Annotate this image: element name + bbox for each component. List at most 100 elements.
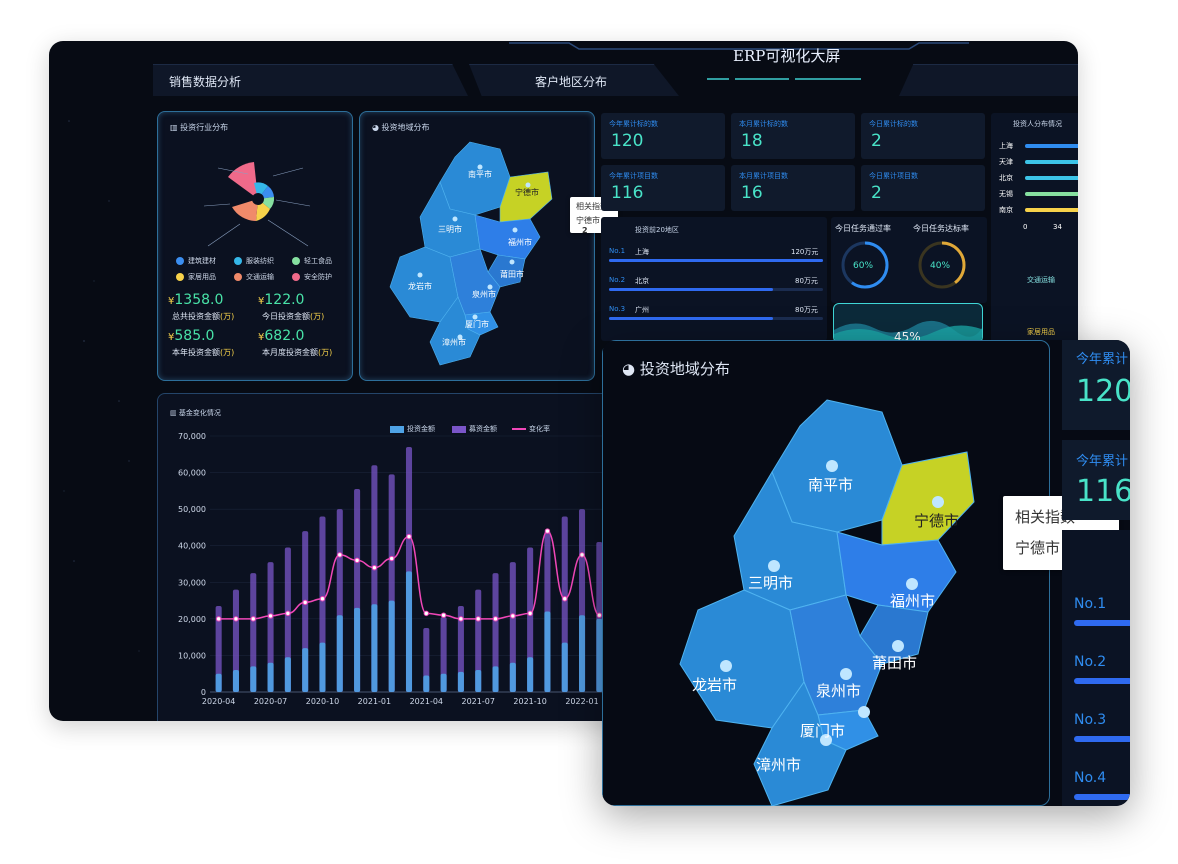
city-label: 南平市 — [808, 476, 853, 494]
y-tick-label: 30,000 — [178, 578, 206, 587]
bar-raise — [215, 606, 222, 692]
legend-item[interactable]: 安全防护 — [292, 272, 332, 282]
fund-chart-panel: ▥ 基金变化情况 投资金额 募资金额 变化率 0 10,000 20,000 30,0… — [157, 393, 617, 721]
rate-point — [285, 610, 291, 617]
kpi-card: 本月累计项目数 16 — [731, 165, 855, 211]
page-title: ERP可视化大屏 — [733, 47, 841, 65]
x-tick-label: 2021-04 — [410, 697, 443, 706]
city-label: 福州市 — [890, 592, 935, 610]
inset-ranking: No.1 No.2 No.3 No.4 — [1062, 530, 1130, 806]
rate-point — [388, 555, 395, 562]
fujian-map[interactable]: 南平市 宁德市 三明市 福州市 莆田市 龙岩市 泉州市 厦门市 漳州市 — [380, 137, 580, 377]
tab-customer-region[interactable]: 客户地区分布 — [469, 64, 679, 96]
tab-label: 销售数据分析 — [169, 75, 242, 89]
rate-point — [371, 564, 378, 571]
panel-title: ◕ 投资地域分布 — [372, 123, 430, 132]
legend-item[interactable]: 建筑建材 — [176, 256, 216, 266]
panel-title: 投资前20地区 — [635, 226, 679, 234]
rate-point — [510, 613, 516, 619]
city-label: 福州市 — [508, 237, 532, 247]
chart-icon: ▥ — [170, 409, 179, 417]
legend-raise[interactable]: 募资金额 — [452, 424, 497, 434]
bar-raise — [527, 547, 534, 692]
bar-invest — [475, 670, 482, 692]
legend-invest[interactable]: 投资金额 — [390, 424, 435, 434]
bar-raise — [440, 617, 447, 692]
legend-item[interactable]: 轻工食品 — [292, 256, 332, 266]
bar-invest — [302, 648, 309, 692]
legend-item[interactable]: 家居用品 — [176, 272, 216, 282]
inset-zoom: ◕ 投资地域分布 南平市 宁德市 三明市 福州市 莆田市 龙岩市 泉州市 厦门市… — [602, 340, 1130, 806]
bar-invest — [319, 642, 326, 692]
city-label: 莆田市 — [500, 269, 524, 279]
y-tick-label: 10,000 — [178, 651, 206, 660]
rate-point — [458, 616, 464, 622]
header-frame — [509, 42, 969, 80]
inset-fujian-map[interactable]: 南平市 宁德市 三明市 福州市 莆田市 龙岩市 泉州市 厦门市 漳州市 — [662, 390, 1022, 806]
chart-icon: ▥ — [170, 123, 181, 132]
bar-raise — [232, 589, 239, 692]
stat-label: 本年投资金额(万) — [172, 348, 235, 357]
tab-sales-analysis[interactable]: 销售数据分析 — [153, 64, 468, 96]
rates-panel: 今日任务通过率 今日任务达标率 60% 40% — [831, 217, 987, 303]
inset-panel-title: ◕ 投资地域分布 — [622, 360, 730, 378]
kpi-card: 今日累计标的数 2 — [861, 113, 985, 159]
fund-bar-line-chart: 0 10,000 20,000 30,000 40,000 50,000 60,000 70,… — [178, 432, 608, 706]
rate-point — [440, 612, 447, 618]
stat-label: 今日投资金额(万) — [262, 312, 325, 321]
header-right-bar — [899, 64, 1078, 96]
kpi-card: 今年累计项目数 116 — [601, 165, 725, 211]
bar-invest — [232, 670, 239, 692]
y-tick-label: 0 — [201, 688, 206, 697]
bar-invest — [215, 673, 222, 692]
kpi-card: 今年累计标的数 120 — [601, 113, 725, 159]
stat-label: 本月度投资金额(万) — [262, 348, 333, 357]
bar-invest — [284, 657, 291, 692]
stat-year: ¥585.0 — [168, 328, 215, 344]
city-label: 龙岩市 — [692, 676, 737, 694]
y-tick-label: 40,000 — [178, 542, 206, 551]
bar-invest — [492, 666, 499, 692]
stat-month: ¥682.0 — [258, 328, 305, 344]
bar-raise — [475, 589, 482, 692]
rate-gauges — [841, 241, 966, 289]
starfield-background — [63, 120, 140, 652]
x-tick-label: 2021-07 — [461, 697, 494, 706]
rate-point — [579, 552, 585, 558]
city-label: 宁德市 — [914, 512, 959, 530]
inset-kpi-card: 今年累计 120 — [1062, 340, 1130, 430]
rate-point — [337, 552, 343, 558]
city-label: 厦门市 — [800, 722, 845, 740]
legend-rate[interactable]: 变化率 — [512, 424, 550, 434]
city-label: 莆田市 — [872, 654, 917, 672]
stat-total: ¥1358.0 — [168, 292, 224, 308]
rate-point — [406, 533, 412, 540]
x-tick-label: 2021-01 — [358, 697, 391, 706]
rate-point — [215, 616, 222, 622]
bar-invest — [457, 671, 464, 692]
rate-point — [233, 616, 239, 622]
panel-title: ▥ 基金变化情况 — [170, 409, 221, 417]
legend-item[interactable]: 服装纺织 — [234, 256, 274, 266]
rate-point — [319, 596, 326, 602]
city-label: 南平市 — [468, 169, 492, 179]
rate-point — [562, 596, 568, 602]
rate-point — [596, 612, 603, 618]
x-tick-label: 2020-10 — [306, 697, 339, 706]
y-tick-label: 50,000 — [178, 505, 206, 514]
rate-point — [492, 616, 499, 622]
bar-raise — [457, 606, 464, 692]
city-label: 三明市 — [748, 574, 793, 592]
tooltip-title: 相关指数 — [576, 202, 608, 211]
city-label: 宁德市 — [515, 187, 539, 197]
bar-invest — [354, 607, 361, 692]
rate-point — [475, 616, 481, 622]
dashboard-screenshot: 销售数据分析 客户地区分布 ERP可视化大屏 ▥ 投资行业分布 — [49, 41, 1078, 721]
bar-invest — [267, 662, 274, 692]
industry-panel: ▥ 投资行业分布 建筑建材 服装纺织 轻工食品 家居用品 交通运 — [157, 111, 353, 381]
legend-item[interactable]: 交通运输 — [234, 272, 274, 282]
x-tick-label: 2020-04 — [202, 697, 235, 706]
y-tick-label: 70,000 — [178, 432, 206, 441]
city-label: 漳州市 — [442, 337, 466, 347]
bar-invest — [579, 615, 586, 692]
